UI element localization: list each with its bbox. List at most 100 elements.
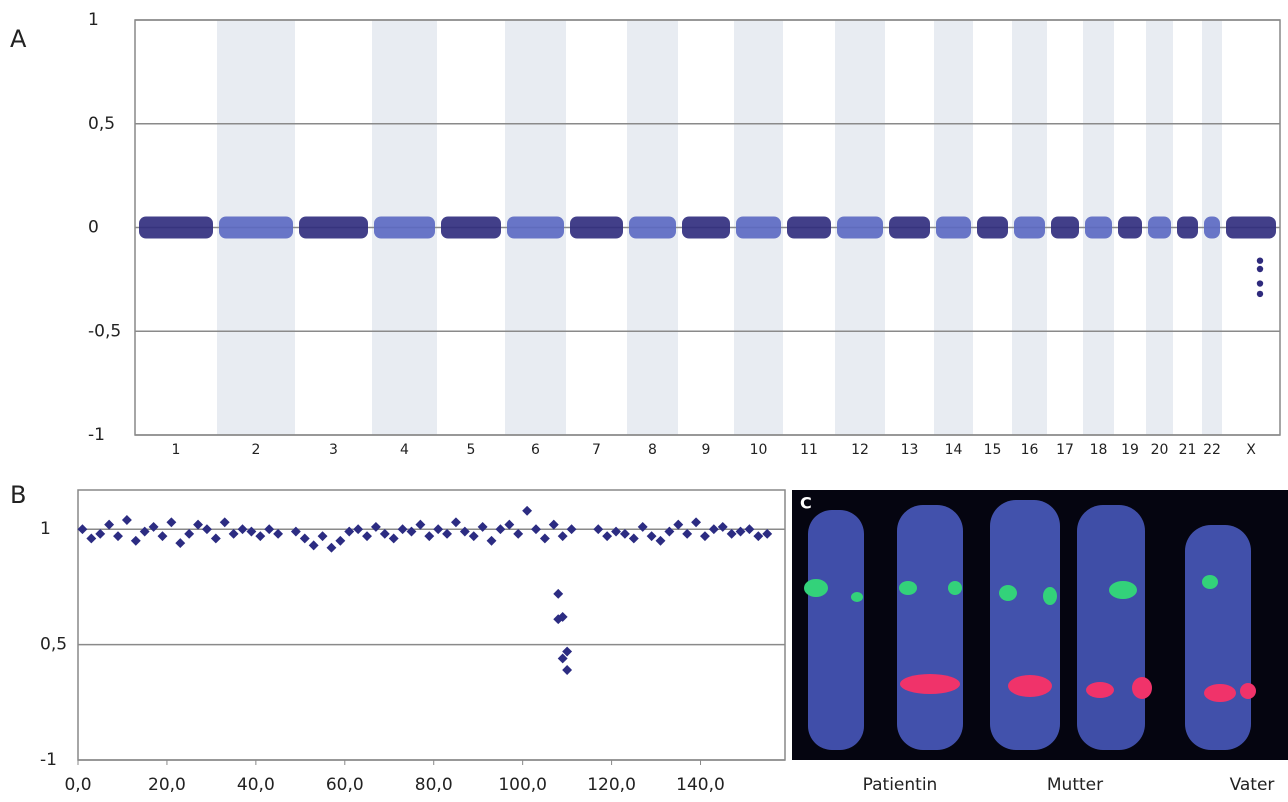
probe-cluster <box>889 217 930 239</box>
probe <box>362 531 372 541</box>
y-tick-label: 1 <box>40 519 51 539</box>
probe <box>513 529 523 539</box>
x-tick-label: 9 <box>702 442 711 458</box>
x-tick-label: 1 <box>172 442 181 458</box>
probe <box>567 524 577 534</box>
probe <box>238 524 248 534</box>
probe <box>442 529 452 539</box>
probe <box>562 665 572 675</box>
x-tick-label: 12 <box>851 442 869 458</box>
x-tick-label: 4 <box>400 442 409 458</box>
probe <box>664 527 674 537</box>
probe <box>291 527 301 537</box>
probe <box>122 515 132 525</box>
probe <box>736 527 746 537</box>
y-tick-label: -1 <box>88 425 105 445</box>
probe <box>353 524 363 534</box>
probe <box>273 529 283 539</box>
caption: Patientin <box>863 775 938 795</box>
probe-cluster <box>629 217 676 239</box>
probe <box>389 534 399 544</box>
deleted-probe <box>1257 291 1263 297</box>
probe <box>744 524 754 534</box>
x-tick-label: 15 <box>984 442 1002 458</box>
probe <box>149 522 159 532</box>
x-tick-label: 19 <box>1121 442 1139 458</box>
probe <box>495 524 505 534</box>
x-tick-label: 100,0 <box>498 775 547 795</box>
deleted-probe <box>1257 280 1263 286</box>
probe <box>318 531 328 541</box>
probe <box>478 522 488 532</box>
y-tick-label: -1 <box>40 750 57 770</box>
probe <box>753 531 763 541</box>
probe-cluster <box>219 217 293 239</box>
x-tick-label: 22 <box>1203 442 1221 458</box>
probe-cluster <box>977 217 1008 239</box>
probe <box>309 540 319 550</box>
probe <box>433 524 443 534</box>
x-tick-label: 11 <box>800 442 818 458</box>
probe-cluster <box>682 217 730 239</box>
x-tick-label: 14 <box>945 442 963 458</box>
probe <box>638 522 648 532</box>
probe <box>380 529 390 539</box>
probe <box>77 524 87 534</box>
x-tick-label: 21 <box>1179 442 1197 458</box>
probe-cluster <box>1204 217 1220 239</box>
caption: Vater <box>1230 775 1275 795</box>
x-tick-label: 16 <box>1021 442 1039 458</box>
x-tick-label: 13 <box>901 442 919 458</box>
frame <box>78 490 785 760</box>
probe-cluster <box>936 217 971 239</box>
y-tick-label: 0,5 <box>40 635 67 655</box>
probe <box>504 520 514 530</box>
probe-cluster <box>1148 217 1171 239</box>
probe <box>549 520 559 530</box>
probe <box>184 529 194 539</box>
probe <box>211 534 221 544</box>
probe <box>602 531 612 541</box>
x-tick-label: 20 <box>1151 442 1169 458</box>
probe <box>229 529 239 539</box>
deleted-probe <box>1257 266 1263 272</box>
probe <box>335 536 345 546</box>
probe-cluster <box>1226 217 1276 239</box>
x-tick-label: 5 <box>467 442 476 458</box>
probe <box>246 527 256 537</box>
probe-cluster <box>299 217 368 239</box>
probe <box>166 517 176 527</box>
probe <box>682 529 692 539</box>
probe-cluster <box>507 217 564 239</box>
probe <box>327 543 337 553</box>
x-tick-label: 2 <box>252 442 261 458</box>
probe <box>255 531 265 541</box>
probe <box>647 531 657 541</box>
fish-image <box>792 490 1288 760</box>
probe <box>424 531 434 541</box>
probe <box>540 534 550 544</box>
probe <box>140 527 150 537</box>
probe-cluster <box>441 217 501 239</box>
probe <box>691 517 701 527</box>
probe <box>131 536 141 546</box>
probe <box>487 536 497 546</box>
probe <box>344 527 354 537</box>
probe <box>656 536 666 546</box>
probe <box>95 529 105 539</box>
probe <box>264 524 274 534</box>
panel-label: A <box>10 25 27 53</box>
x-tick-label: 40,0 <box>237 775 275 795</box>
x-tick-label: 0,0 <box>64 775 91 795</box>
probe <box>220 517 230 527</box>
probe-cluster <box>1051 217 1079 239</box>
probe-cluster <box>1118 217 1142 239</box>
probe-cluster <box>1014 217 1045 239</box>
x-tick-label: 10 <box>750 442 768 458</box>
x-tick-label: 18 <box>1090 442 1108 458</box>
x-tick-label: 6 <box>531 442 540 458</box>
probe <box>113 531 123 541</box>
probe <box>700 531 710 541</box>
probe <box>415 520 425 530</box>
probe <box>558 531 568 541</box>
